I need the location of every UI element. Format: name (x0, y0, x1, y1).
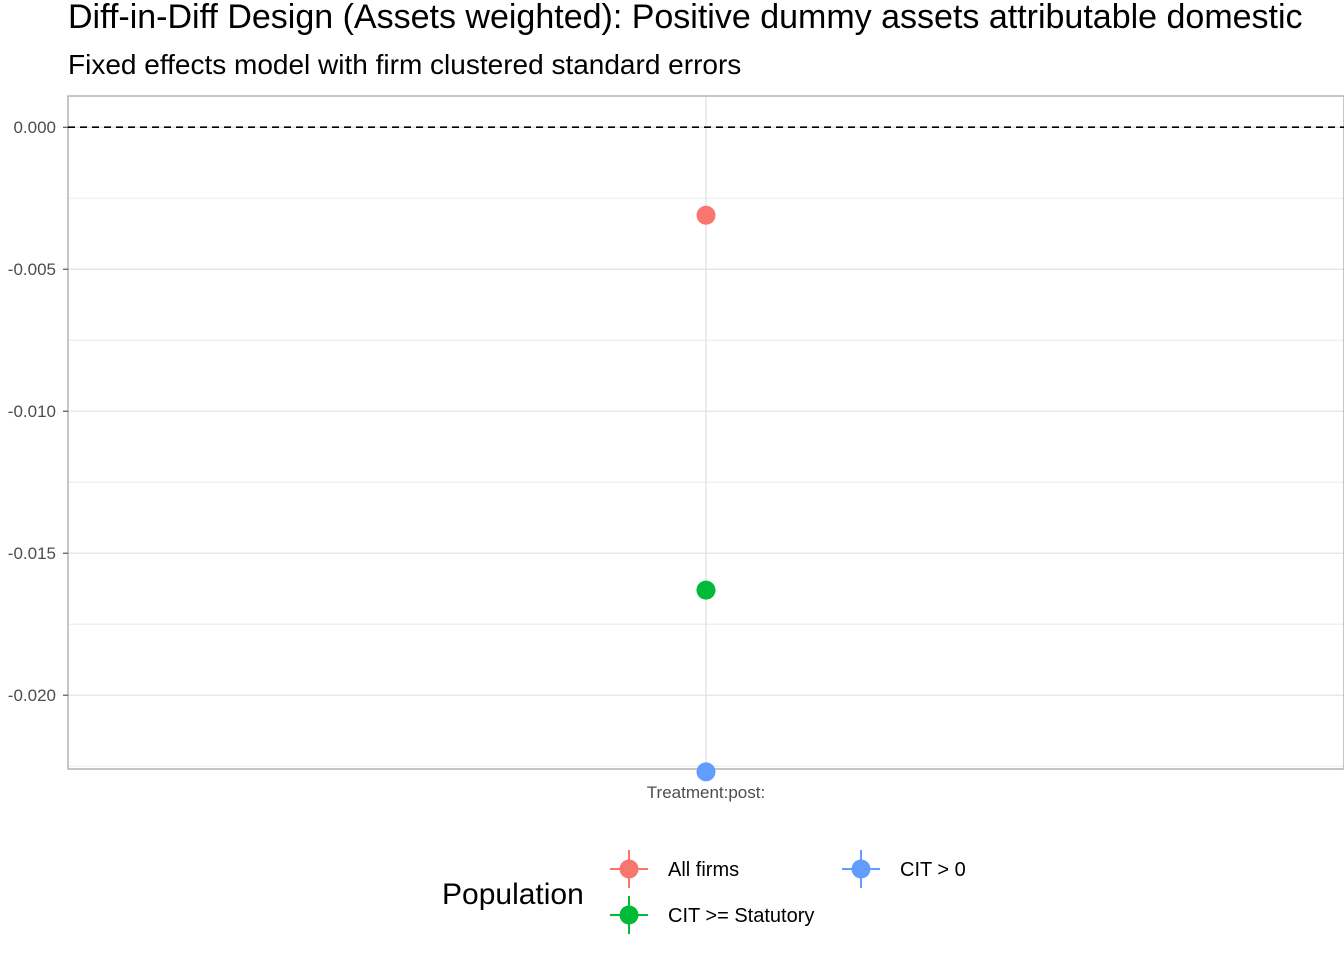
legend-item: CIT >= Statutory (610, 896, 814, 934)
chart-title: Diff-in-Diff Design (Assets weighted): P… (68, 0, 1303, 36)
y-tick-label: -0.020 (8, 686, 56, 705)
data-point (696, 580, 716, 600)
y-tick-label: -0.005 (8, 260, 56, 279)
y-tick-label: -0.010 (8, 402, 56, 421)
legend-title: Population (442, 878, 584, 911)
legend-label: CIT >= Statutory (668, 905, 814, 927)
legend-item: CIT > 0 (842, 850, 966, 888)
legend-label: CIT > 0 (900, 859, 966, 881)
y-tick-label: -0.015 (8, 544, 56, 563)
data-points (696, 205, 716, 782)
legend-label: All firms (668, 859, 739, 881)
y-axis: 0.000 -0.005 -0.010 -0.015 -0.020 (8, 118, 68, 705)
legend-items: All firms CIT >= Statutory CIT > 0 (610, 850, 966, 934)
legend-key-point (619, 905, 639, 925)
chart-subtitle: Fixed effects model with firm clustered … (68, 49, 741, 80)
data-point (696, 205, 716, 225)
data-point (696, 762, 716, 782)
grid-layer (68, 96, 1344, 769)
legend-key-point (619, 859, 639, 879)
y-tick-label: 0.000 (13, 118, 56, 137)
legend: Population All firms CIT >= Statutory CIT … (442, 850, 966, 934)
legend-key-point (851, 859, 871, 879)
x-tick-label: Treatment:post: (647, 783, 765, 802)
legend-item: All firms (610, 850, 739, 888)
